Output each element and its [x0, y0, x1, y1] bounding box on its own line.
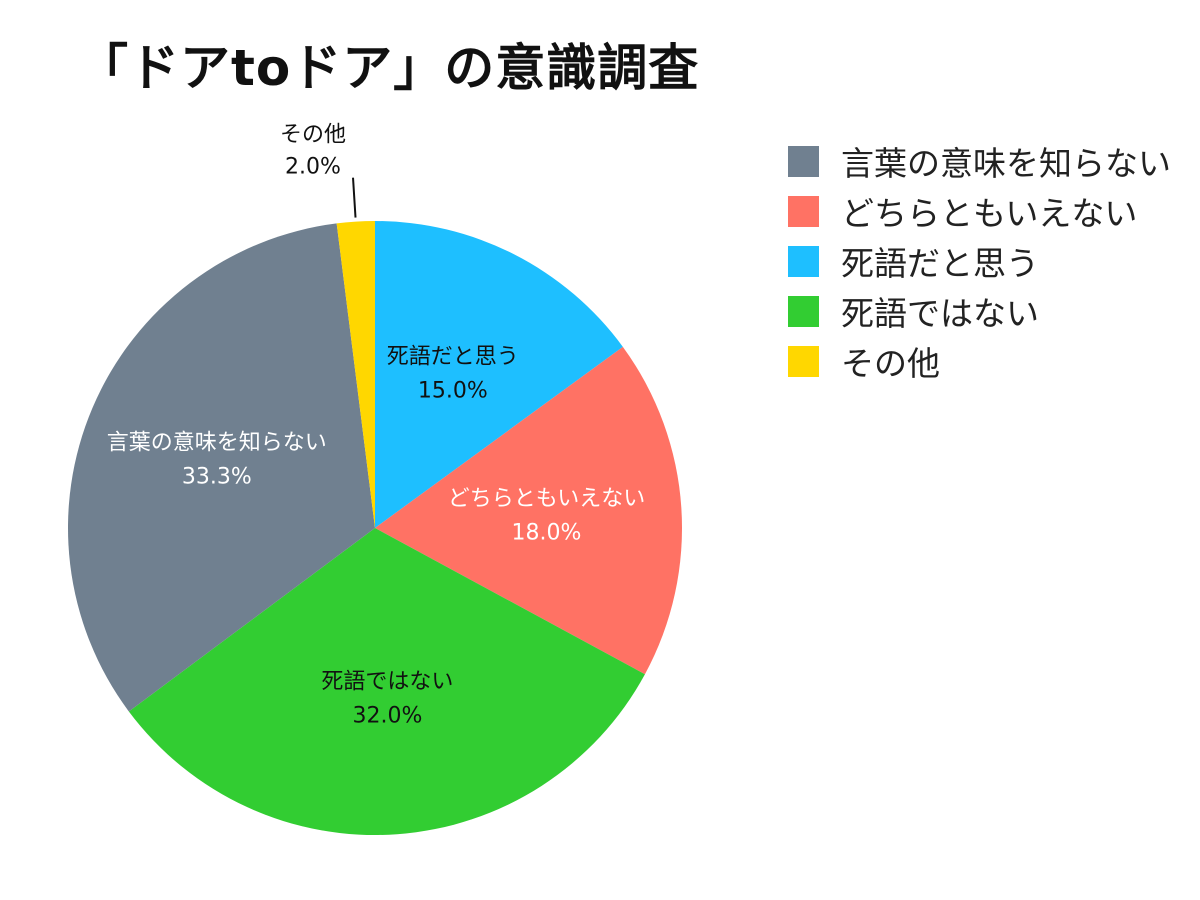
- legend-label: その他: [841, 344, 940, 383]
- legend-swatch: [788, 145, 819, 177]
- legend-label: 死語だと思う: [841, 244, 1039, 283]
- slice-value-label: 18.0%: [512, 520, 582, 545]
- slice-label: 死語だと思う: [387, 345, 519, 370]
- slice-value-label: 32.0%: [352, 704, 422, 729]
- pie-slice: [128, 528, 645, 836]
- legend-item: 言葉の意味を知らない: [788, 136, 1171, 186]
- slice-label: 言葉の意味を知らない: [107, 431, 327, 456]
- pie-slice: [375, 346, 683, 675]
- pie-slice: [336, 221, 375, 528]
- legend-label: どちらともいえない: [841, 194, 1138, 233]
- legend-swatch: [788, 245, 819, 277]
- chart-title: 「ドアtoドア」の意識調査: [78, 39, 700, 97]
- legend-item: 死語だと思う: [788, 236, 1171, 286]
- slice-value-label: 33.3%: [182, 465, 252, 490]
- legend-label: 死語ではない: [841, 294, 1039, 333]
- slice-value-label: 15.0%: [418, 379, 488, 404]
- slice-label: 死語ではない: [321, 670, 453, 695]
- chart-legend: 言葉の意味を知らない どちらともいえない 死語だと思う 死語ではない その他: [788, 136, 1171, 386]
- legend-swatch: [788, 295, 819, 327]
- legend-swatch: [788, 345, 819, 377]
- legend-swatch: [788, 195, 819, 227]
- label-leader-line: [352, 177, 357, 218]
- pie-slice: [67, 223, 375, 712]
- slice-value-label: 2.0%: [285, 155, 341, 180]
- slice-label: その他: [280, 123, 346, 148]
- pie-slice: [375, 221, 623, 528]
- slice-label: どちらともいえない: [448, 486, 646, 511]
- legend-item: その他: [788, 336, 1171, 386]
- legend-item: どちらともいえない: [788, 186, 1171, 236]
- legend-item: 死語ではない: [788, 286, 1171, 336]
- legend-label: 言葉の意味を知らない: [841, 144, 1171, 183]
